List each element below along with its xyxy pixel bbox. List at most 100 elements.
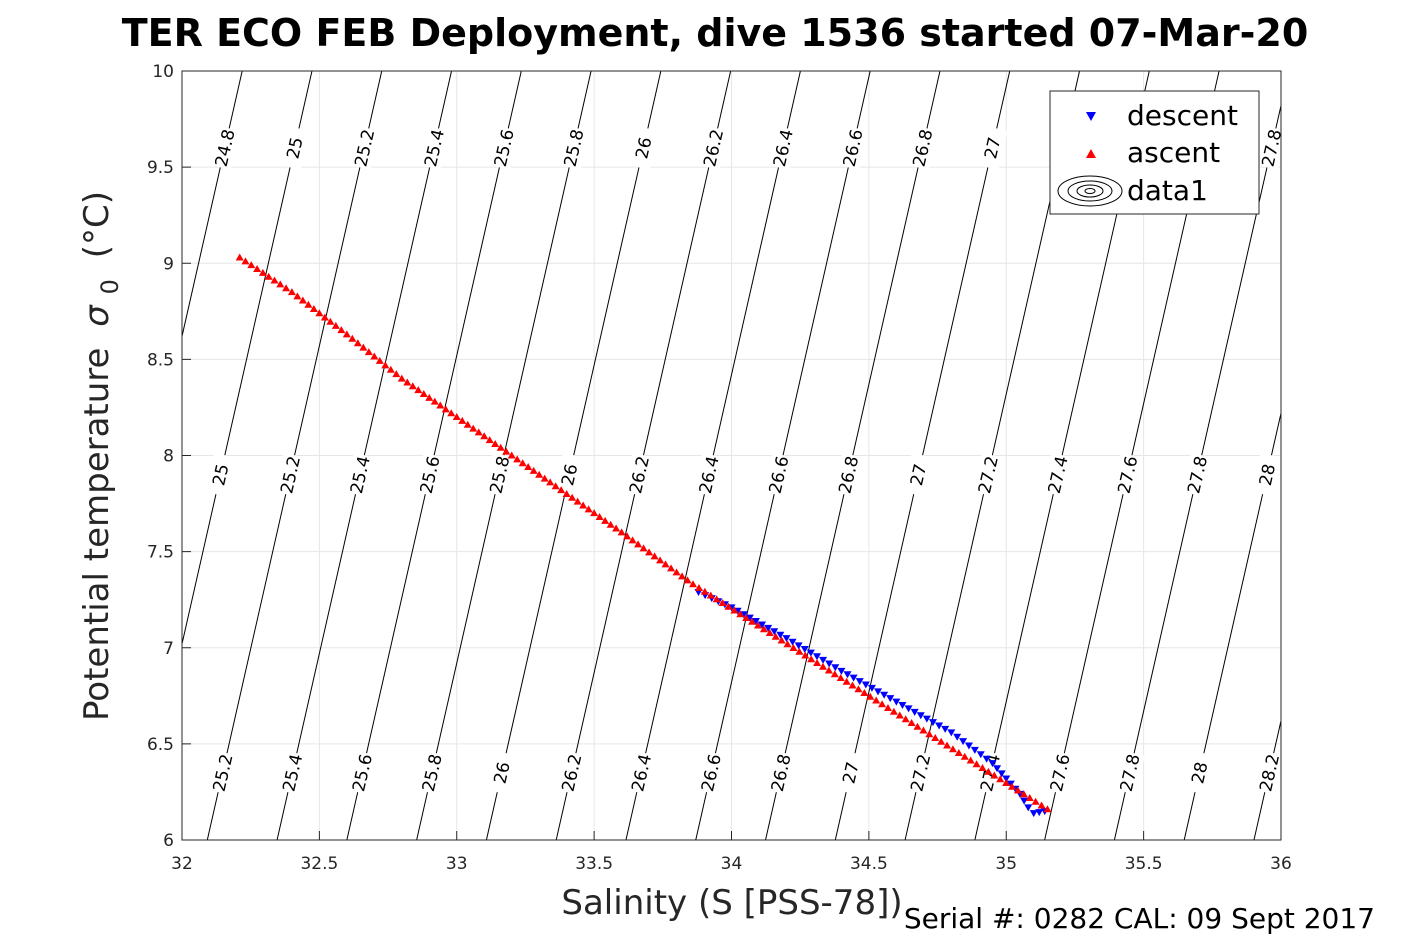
isopycnal-label-bg bbox=[1254, 750, 1281, 795]
ascent-marker bbox=[759, 625, 768, 633]
ascent-marker bbox=[913, 722, 922, 730]
ascent-marker bbox=[282, 284, 291, 292]
ascent-marker bbox=[546, 478, 555, 486]
ascent-marker bbox=[253, 265, 262, 273]
isopycnal-label-bg bbox=[1256, 125, 1281, 170]
isopycnal-label-group: 25.4 bbox=[418, 125, 450, 170]
ascent-marker bbox=[425, 393, 434, 401]
descent-marker bbox=[867, 684, 876, 692]
isopycnal-label-bg bbox=[765, 750, 796, 795]
isopycnal-label: 26 bbox=[558, 462, 582, 488]
isopycnal-label-bg bbox=[418, 125, 450, 170]
ascent-marker bbox=[513, 455, 522, 463]
descent-marker bbox=[886, 695, 895, 703]
isopycnal-label-bg bbox=[903, 452, 934, 497]
x-tick-label: 33 bbox=[446, 854, 468, 874]
descent-marker bbox=[910, 708, 919, 716]
descent-marker bbox=[794, 642, 803, 650]
ascent-marker bbox=[972, 760, 981, 768]
isopycnal-label-bg bbox=[414, 452, 445, 497]
ascent-marker bbox=[996, 775, 1005, 783]
ascent-marker bbox=[386, 365, 395, 373]
descent-marker bbox=[825, 660, 834, 668]
ascent-marker bbox=[469, 424, 478, 432]
ascent-marker bbox=[496, 443, 505, 451]
isopycnal-label: 27 bbox=[981, 135, 1005, 161]
ascent-marker bbox=[474, 428, 483, 436]
descent-marker bbox=[776, 631, 785, 639]
isopycnal-label-bg bbox=[488, 125, 520, 170]
ascent-marker bbox=[754, 621, 763, 629]
ascent-marker bbox=[683, 576, 692, 584]
ascent-marker bbox=[414, 386, 423, 394]
ascent-marker bbox=[529, 466, 538, 474]
ascent-marker bbox=[1043, 805, 1052, 813]
descent-marker bbox=[953, 733, 962, 741]
ascent-marker bbox=[458, 416, 467, 424]
ascent-marker bbox=[883, 704, 892, 712]
ascent-marker bbox=[748, 617, 757, 625]
x-tick-label: 35 bbox=[995, 854, 1017, 874]
y-axis-label-sigma: σ bbox=[77, 304, 117, 327]
serial-cal-footer: Serial #: 0282 CAL: 09 Sept 2017 bbox=[904, 902, 1375, 935]
isopycnal-label-bg bbox=[972, 452, 1004, 497]
descent-marker bbox=[904, 705, 913, 713]
ascent-marker bbox=[595, 513, 604, 521]
x-axis-label: Salinity (S [PSS-78]) bbox=[561, 883, 902, 923]
ascent-marker bbox=[848, 681, 857, 689]
ascent-marker bbox=[712, 595, 721, 603]
y-tick-label: 7 bbox=[163, 639, 174, 659]
ascent-marker bbox=[984, 767, 993, 775]
legend-box bbox=[1049, 90, 1260, 215]
x-tick-label: 33.5 bbox=[575, 854, 613, 874]
ascent-marker bbox=[765, 629, 774, 637]
descent-marker bbox=[831, 664, 840, 672]
descent-marker bbox=[988, 760, 997, 768]
ascent-marker bbox=[342, 330, 351, 338]
legend-descent-label: descent bbox=[1127, 99, 1238, 132]
isopycnal-label-group: 25.4 bbox=[277, 750, 308, 795]
descent-marker bbox=[764, 624, 773, 632]
ascent-marker bbox=[264, 272, 273, 280]
ascent-marker bbox=[1031, 797, 1040, 805]
ascent-marker bbox=[557, 486, 566, 494]
isopycnal-label-group: 26 bbox=[486, 750, 517, 795]
y-axis-label-sub: 0 bbox=[96, 279, 124, 294]
isopycnal-label-bg bbox=[275, 452, 306, 497]
ascent-marker bbox=[661, 560, 670, 568]
x-tick-label: 34.5 bbox=[850, 854, 888, 874]
y-axis-label-group: Potential temperature σ 0 (°C) bbox=[77, 191, 124, 721]
ascent-marker bbox=[718, 599, 727, 607]
descent-marker bbox=[751, 618, 760, 626]
ascent-marker bbox=[579, 501, 588, 509]
ascent-marker bbox=[617, 528, 626, 536]
isopycnal-label-bg bbox=[907, 125, 938, 170]
ascent-marker bbox=[795, 647, 804, 655]
isopycnal-label-group: 26.8 bbox=[833, 452, 864, 497]
ascent-marker bbox=[943, 741, 952, 749]
isopycnal-label: 26 bbox=[490, 760, 514, 786]
ascent-marker bbox=[672, 568, 681, 576]
ascent-marker bbox=[960, 752, 969, 760]
isopycnal-label-bg bbox=[279, 125, 310, 170]
isopycnal-label-bg bbox=[349, 125, 380, 170]
ascent-marker bbox=[623, 532, 632, 540]
isopycnal-label-bg bbox=[484, 452, 515, 497]
ascent-marker bbox=[901, 715, 910, 723]
descent-marker bbox=[745, 614, 754, 622]
descent-marker bbox=[806, 649, 815, 657]
isopycnal-label-bg bbox=[554, 452, 585, 497]
ascent-marker bbox=[931, 734, 940, 742]
isopycnal-label: 25 bbox=[283, 135, 307, 161]
isopycnal-label-bg bbox=[763, 452, 794, 497]
ascent-marker bbox=[634, 540, 643, 548]
ascent-marker bbox=[304, 300, 313, 308]
isopycnal-line bbox=[182, 71, 243, 339]
ascent-marker bbox=[889, 707, 898, 715]
isopycnal-label: 27.8 bbox=[1258, 127, 1286, 168]
ascent-marker bbox=[907, 719, 916, 727]
isopycnal-label-bg bbox=[623, 452, 655, 497]
isopycnal-label-bg bbox=[833, 452, 864, 497]
x-tick-label: 32 bbox=[171, 854, 193, 874]
descent-marker bbox=[976, 751, 985, 759]
